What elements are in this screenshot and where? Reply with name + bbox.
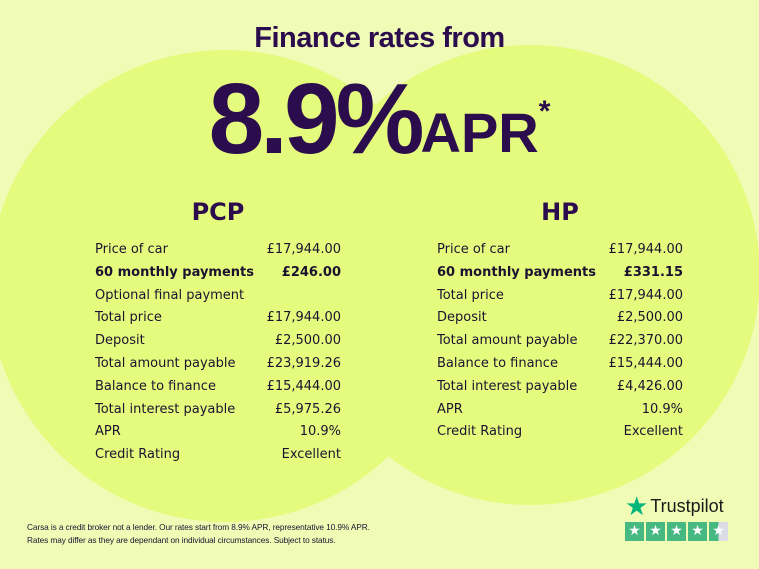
hp-table: HP Price of car £17,944.00 60 monthly paym… (437, 198, 683, 444)
rate-display: 8.9%APR* (0, 62, 759, 177)
row-label: Total interest payable (95, 401, 236, 417)
asterisk: * (538, 95, 551, 128)
rate-value: 8.9% (208, 63, 425, 175)
row-value: £22,370.00 (608, 333, 683, 349)
row-label: Total amount payable (437, 333, 578, 349)
table-row: Credit Rating Excellent (95, 444, 341, 467)
table-row: Balance to finance £15,444.00 (95, 376, 341, 399)
row-label: Credit Rating (437, 424, 523, 440)
table-row: Total price £17,944.00 (95, 307, 341, 330)
row-value: £246.00 (281, 264, 341, 280)
row-value: Excellent (623, 424, 683, 440)
row-label: 60 monthly payments (95, 264, 254, 280)
row-label: Balance to finance (437, 355, 558, 371)
rating-half-star-icon: ★ (709, 522, 728, 541)
table-row: Total interest payable £4,426.00 (437, 376, 683, 399)
trustpilot-badge: ★ Trustpilot ★ ★ ★ ★ ★ (625, 491, 728, 541)
row-value: £5,975.26 (274, 401, 341, 417)
hp-title: HP (541, 198, 579, 226)
disclaimer: Carsa is a credit broker not a lender. O… (27, 521, 370, 547)
row-label: Price of car (95, 242, 168, 257)
table-row: Total amount payable £23,919.26 (95, 353, 341, 376)
table-row: Total price £17,944.00 (437, 285, 683, 308)
star-icon: ★ (625, 491, 649, 521)
row-label: Deposit (95, 333, 145, 349)
row-label: Total price (437, 287, 504, 303)
row-label: Total amount payable (95, 355, 236, 371)
row-label: Credit Rating (95, 447, 181, 463)
table-row: APR 10.9% (95, 421, 341, 444)
apr-label: APR (420, 101, 539, 164)
rating-star-icon: ★ (688, 522, 707, 541)
background-circle-right (300, 45, 759, 505)
row-label: Deposit (437, 310, 487, 326)
row-label: APR (437, 401, 463, 417)
disclaimer-line-2: Rates may differ as they are dependant o… (27, 535, 336, 545)
row-value: £2,500.00 (274, 333, 341, 349)
headline: Finance rates from (254, 22, 505, 54)
row-label: Price of car (437, 242, 510, 257)
row-value: £2,500.00 (616, 310, 683, 326)
table-row: Total interest payable £5,975.26 (95, 399, 341, 422)
table-row: Balance to finance £15,444.00 (437, 353, 683, 376)
rating-star-icon: ★ (646, 522, 665, 541)
table-row: Credit Rating Excellent (437, 421, 683, 444)
rating-star-icon: ★ (667, 522, 686, 541)
row-value: £17,944.00 (266, 242, 341, 257)
table-row: APR 10.9% (437, 399, 683, 422)
table-row: Deposit £2,500.00 (95, 330, 341, 353)
trustpilot-rating: ★ ★ ★ ★ ★ (625, 522, 728, 541)
row-value: 10.9% (299, 424, 341, 440)
row-value: £15,444.00 (266, 378, 341, 394)
table-row: Deposit £2,500.00 (437, 307, 683, 330)
row-label: Total interest payable (437, 378, 578, 394)
row-value: £4,426.00 (616, 378, 683, 394)
pcp-table: PCP Price of car £17,944.00 60 monthly pay… (95, 198, 341, 467)
trustpilot-name: Trustpilot (650, 495, 724, 516)
row-value: £23,919.26 (266, 355, 341, 371)
table-row: Price of car £17,944.00 (95, 239, 341, 262)
rating-star-icon: ★ (625, 522, 644, 541)
row-value: 10.9% (641, 401, 683, 417)
pcp-title: PCP (191, 198, 245, 226)
row-value: Excellent (281, 447, 341, 463)
table-row: Optional final payment (95, 285, 341, 308)
row-label: Total price (95, 310, 162, 326)
table-row: 60 monthly payments £331.15 (437, 262, 683, 285)
row-value: £17,944.00 (266, 310, 341, 326)
row-label: Balance to finance (95, 378, 216, 394)
row-value: £15,444.00 (608, 355, 683, 371)
row-label: APR (95, 424, 121, 440)
row-label: Optional final payment (95, 287, 245, 303)
disclaimer-line-1: Carsa is a credit broker not a lender. O… (27, 522, 370, 532)
row-label: 60 monthly payments (437, 264, 596, 280)
row-value: £17,944.00 (608, 287, 683, 303)
table-row: 60 monthly payments £246.00 (95, 262, 341, 285)
row-value: £331.15 (623, 264, 683, 280)
table-row: Price of car £17,944.00 (437, 239, 683, 262)
row-value: £17,944.00 (608, 242, 683, 257)
table-row: Total amount payable £22,370.00 (437, 330, 683, 353)
